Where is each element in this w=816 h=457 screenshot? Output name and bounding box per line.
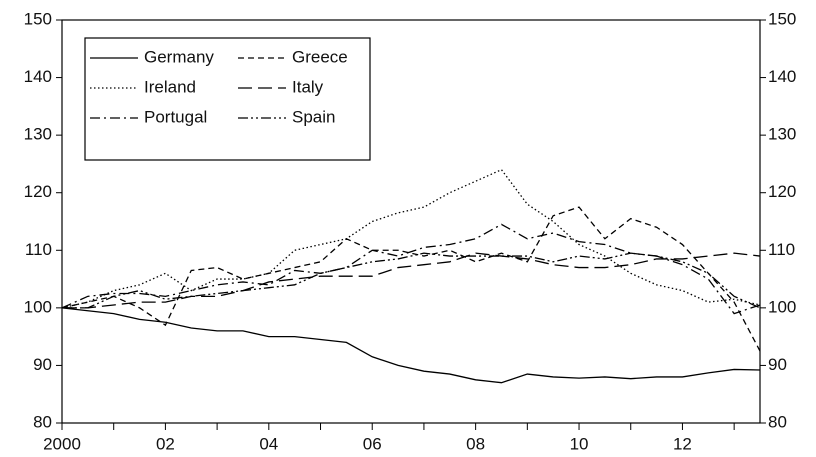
legend-label: Ireland (144, 77, 196, 96)
series-line (61, 223, 761, 315)
y2-tick-label: 130 (768, 125, 796, 144)
series-line (62, 252, 761, 309)
y-tick-label: 140 (24, 67, 52, 86)
x-tick-label: 2000 (43, 434, 81, 453)
series-line (62, 252, 761, 309)
legend-label: Greece (292, 47, 348, 66)
y2-tick-label: 110 (768, 240, 795, 259)
legend-label: Portugal (144, 107, 207, 126)
series-line (61, 307, 761, 384)
y2-tick-label: 150 (768, 9, 796, 28)
legend-label: Italy (292, 77, 324, 96)
series-line (61, 168, 761, 309)
y2-tick-label: 80 (768, 412, 787, 431)
y2-tick-label: 120 (768, 182, 796, 201)
x-tick-label: 06 (363, 434, 382, 453)
y-tick-label: 150 (24, 9, 52, 28)
y-tick-label: 120 (24, 182, 52, 201)
y2-tick-label: 140 (768, 67, 796, 86)
series-line (61, 206, 761, 352)
x-tick-label: 10 (570, 434, 589, 453)
x-tick-label: 02 (156, 434, 175, 453)
y2-tick-label: 90 (768, 355, 787, 374)
legend-label: Spain (292, 107, 335, 126)
legend-label: Germany (144, 47, 214, 66)
y2-tick-label: 100 (768, 297, 796, 316)
y-tick-label: 90 (33, 355, 52, 374)
y-tick-label: 130 (24, 125, 52, 144)
x-tick-label: 04 (259, 434, 278, 453)
x-tick-label: 08 (466, 434, 485, 453)
x-tick-label: 12 (673, 434, 692, 453)
plot-frame (61, 19, 761, 424)
y-tick-label: 110 (25, 240, 52, 259)
y-tick-label: 80 (33, 412, 52, 431)
y-tick-label: 100 (24, 297, 52, 316)
